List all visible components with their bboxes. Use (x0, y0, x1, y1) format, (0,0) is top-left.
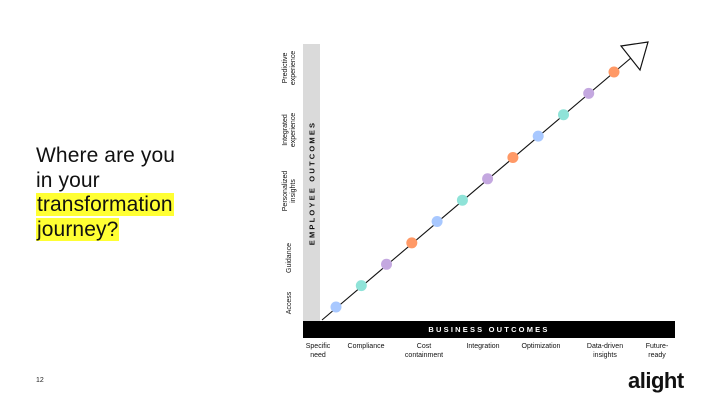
journey-dot (532, 130, 544, 142)
business-stage-line: containment (404, 351, 444, 359)
headline-highlight-1: transformation (36, 193, 174, 216)
journey-dot (381, 258, 392, 270)
business-stage-line: Integration (466, 343, 500, 350)
business-stage-line: Optimization (521, 343, 561, 350)
journey-dot (355, 280, 367, 292)
business-stage-label: Optimization (522, 343, 561, 352)
journey-dot (507, 152, 519, 163)
headline-line-1: Where are you (36, 144, 176, 167)
headline-line-2: in your (36, 168, 100, 192)
journey-dot (330, 301, 342, 313)
business-stage-line: Data-driven (586, 343, 624, 350)
business-stage-line: Future- (645, 343, 669, 350)
business-stage-label: Cost containment (405, 343, 443, 360)
journey-dot (608, 66, 620, 78)
business-stage-line: Compliance (347, 343, 385, 350)
business-stage-label: Compliance (348, 343, 385, 352)
alight-logo: alight (628, 368, 684, 393)
journey-dot (558, 109, 569, 121)
business-outcomes-title: BUSINESS OUTCOMES (428, 325, 550, 334)
business-stage-label: Integration (466, 343, 499, 352)
journey-dot (406, 237, 418, 249)
journey-arrow-head (619, 41, 649, 72)
journey-dot (456, 194, 468, 206)
business-outcomes-axis: BUSINESS OUTCOMES (303, 321, 675, 338)
headline: Where are you in your transformation jou… (36, 144, 175, 242)
business-stage-line: ready (648, 351, 666, 359)
business-stage-label: Future-ready (646, 343, 669, 360)
employee-outcomes-axis-bar (303, 44, 320, 321)
business-stage-line: need (310, 351, 326, 359)
business-stage-label: Specific need (306, 343, 331, 360)
business-stage-line: insights (593, 351, 617, 359)
journey-dot (482, 173, 494, 185)
page-number: 12 (36, 377, 44, 384)
headline-highlight-2: journey? (36, 217, 120, 241)
business-stage-line: Cost (416, 343, 432, 350)
journey-dots (330, 66, 620, 313)
business-stage-labels: Specific need Compliance Cost containment Int… (303, 343, 675, 367)
journey-dot (431, 216, 443, 227)
journey-dot (583, 87, 595, 99)
business-stage-line: Specific (305, 343, 331, 350)
business-stage-label: Data-driven insights (587, 343, 623, 360)
